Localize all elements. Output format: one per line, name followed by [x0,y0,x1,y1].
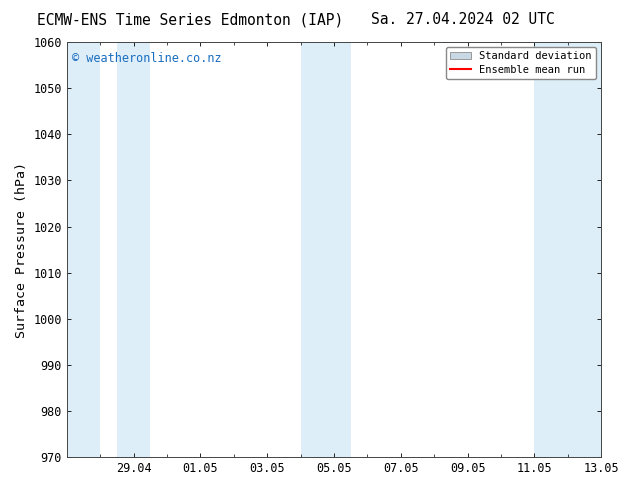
Bar [301,42,351,457]
Text: ECMW-ENS Time Series Edmonton (IAP): ECMW-ENS Time Series Edmonton (IAP) [37,12,344,27]
Text: © weatheronline.co.nz: © weatheronline.co.nz [72,52,222,66]
Y-axis label: Surface Pressure (hPa): Surface Pressure (hPa) [15,162,28,338]
Bar [117,42,150,457]
Bar [534,42,601,457]
Text: Sa. 27.04.2024 02 UTC: Sa. 27.04.2024 02 UTC [371,12,555,27]
Bar [67,42,100,457]
Legend: Standard deviation, Ensemble mean run: Standard deviation, Ensemble mean run [446,47,596,79]
